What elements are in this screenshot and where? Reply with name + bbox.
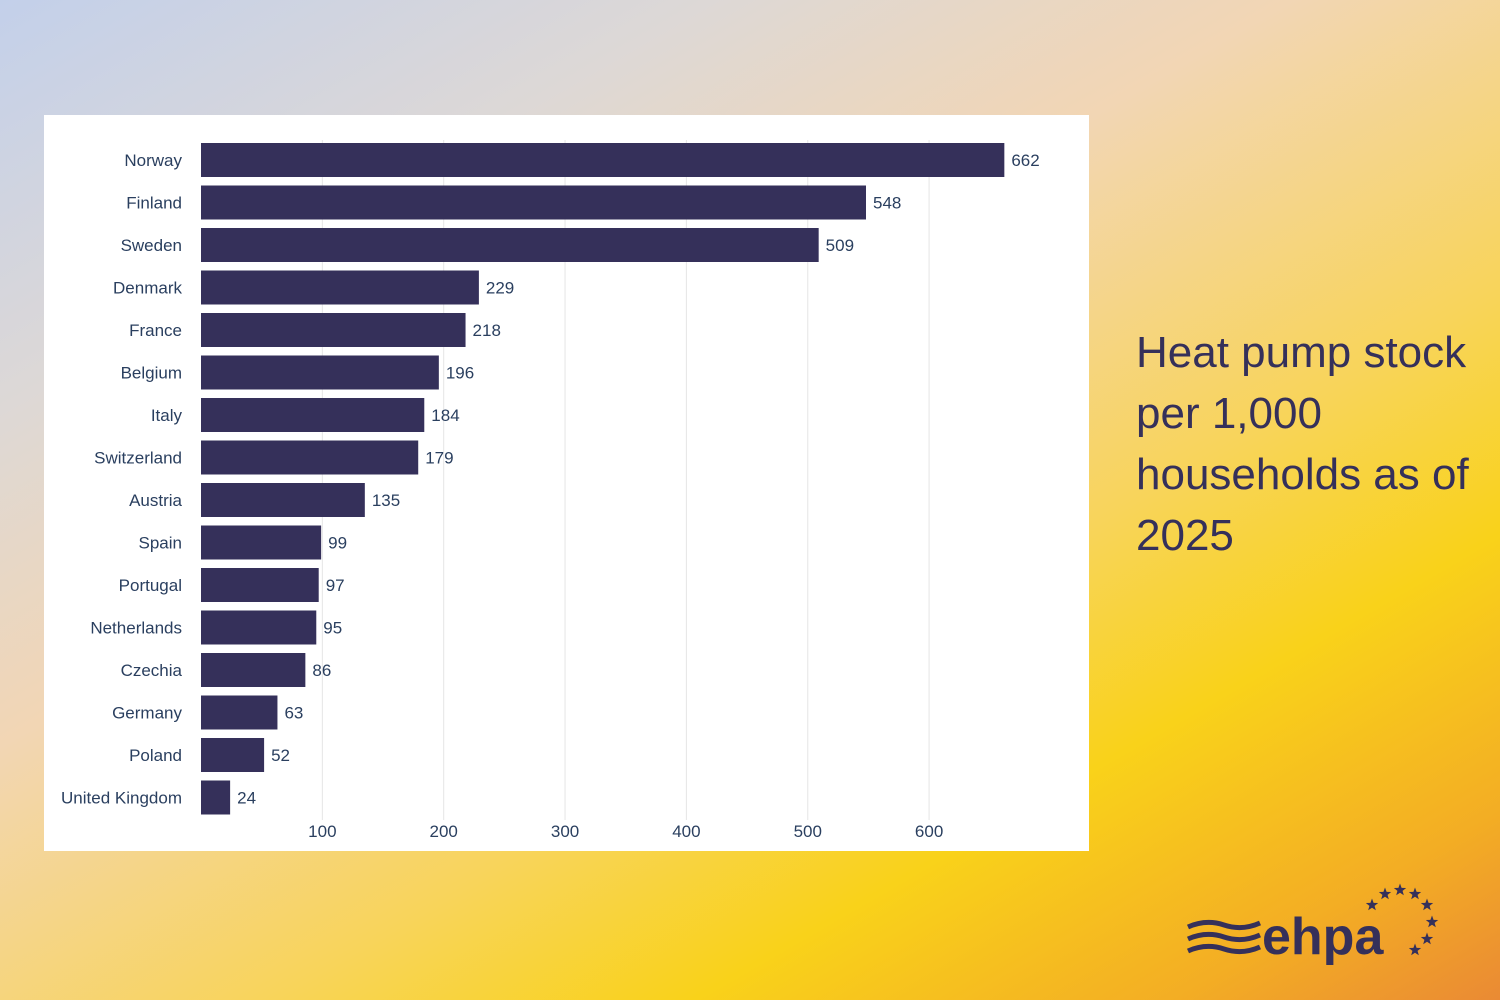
data-label: 662	[1011, 151, 1039, 170]
star-icon	[1378, 887, 1392, 900]
data-label: 97	[326, 576, 345, 595]
bar	[201, 525, 322, 560]
y-tick-label: Belgium	[121, 364, 182, 383]
x-tick-label: 200	[430, 822, 458, 841]
star-icon	[1420, 898, 1434, 911]
bar	[201, 738, 265, 772]
y-tick-label: Poland	[129, 746, 182, 765]
y-tick-label: Sweden	[121, 236, 182, 255]
star-icon	[1408, 887, 1422, 900]
bar-chart: 100 200 300 400 500 600 Norway 662 Finland 548 Swe…	[61, 140, 1040, 841]
star-icon	[1408, 943, 1422, 956]
bar	[201, 440, 419, 475]
logo-wordmark: ehpa	[1262, 908, 1384, 966]
chart-panel: 100 200 300 400 500 600 Norway 662 Finland 548 Swe…	[44, 115, 1089, 851]
y-tick-label: Czechia	[121, 661, 183, 680]
x-tick-label: 600	[915, 822, 943, 841]
y-tick-label: France	[129, 321, 182, 340]
data-label: 196	[446, 364, 474, 383]
bar	[201, 780, 231, 815]
data-label: 86	[312, 661, 331, 680]
bar	[201, 483, 365, 517]
x-tick-label: 100	[308, 822, 336, 841]
bar	[201, 610, 317, 645]
y-tick-label: Norway	[124, 151, 182, 170]
y-tick-label: Germany	[112, 704, 182, 723]
bar	[201, 143, 1005, 177]
x-tick-label: 400	[672, 822, 700, 841]
y-tick-label: United Kingdom	[61, 789, 182, 808]
waves-icon	[1186, 919, 1262, 955]
y-tick-label: Denmark	[113, 279, 182, 298]
data-label: 548	[873, 194, 901, 213]
y-tick-label: Austria	[129, 491, 182, 510]
bar	[201, 228, 819, 262]
bar	[201, 695, 278, 730]
x-tick-label: 500	[794, 822, 822, 841]
star-icon	[1425, 915, 1439, 928]
chart-title: Heat pump stock per 1,000 households as …	[1136, 328, 1469, 560]
bar	[201, 398, 425, 432]
y-tick-label: Spain	[139, 534, 182, 553]
bar	[201, 185, 866, 220]
data-label: 509	[826, 236, 854, 255]
data-label: 24	[237, 789, 256, 808]
data-label: 63	[284, 704, 303, 723]
data-label: 218	[473, 321, 501, 340]
y-tick-label: Portugal	[119, 576, 182, 595]
y-tick-label: Netherlands	[90, 619, 182, 638]
bar	[201, 653, 306, 687]
data-label: 184	[431, 406, 459, 425]
x-tick-label: 300	[551, 822, 579, 841]
data-label: 179	[425, 449, 453, 468]
y-tick-label: Finland	[126, 194, 182, 213]
data-label: 229	[486, 279, 514, 298]
bar	[201, 568, 319, 602]
stars-icon	[1365, 883, 1439, 956]
y-tick-label: Switzerland	[94, 449, 182, 468]
data-label: 99	[328, 534, 347, 553]
y-tick-label: Italy	[151, 406, 183, 425]
data-label: 135	[372, 491, 400, 510]
bar	[201, 270, 479, 305]
data-label: 95	[323, 619, 342, 638]
bar	[201, 313, 466, 347]
data-label: 52	[271, 746, 290, 765]
bar	[201, 355, 439, 390]
star-icon	[1365, 898, 1379, 911]
star-icon	[1420, 932, 1434, 945]
star-icon	[1393, 883, 1407, 896]
ehpa-logo: ehpa	[1186, 883, 1439, 966]
